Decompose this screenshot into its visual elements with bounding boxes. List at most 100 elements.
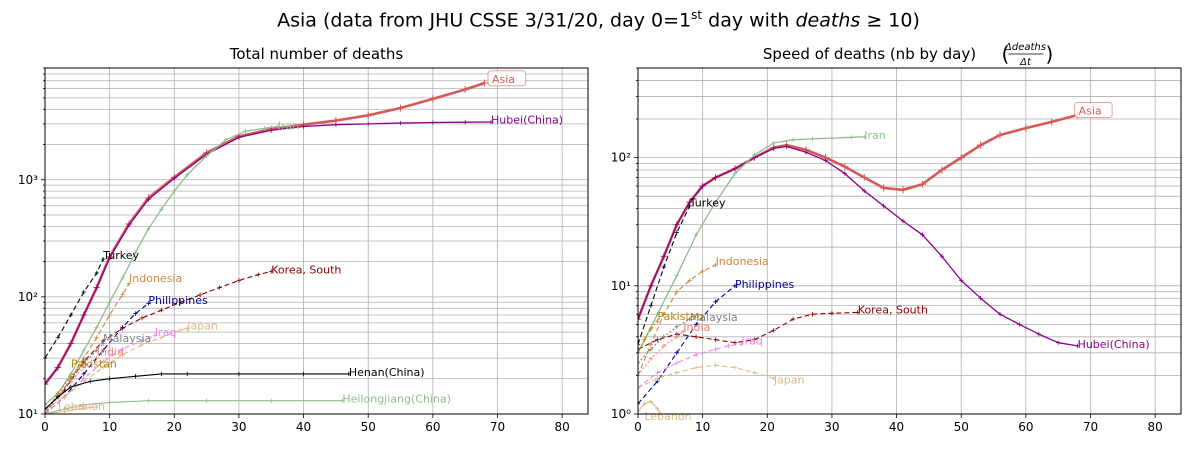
chart1-point-hubei-china	[674, 222, 679, 227]
chart1-point-lebanon	[642, 401, 647, 407]
chart1-point-hubei-china	[700, 183, 705, 189]
chart0-xtick-label: 10	[102, 420, 117, 434]
chart1-point-asia	[841, 163, 849, 171]
chart0-point-heilongjiang-china	[107, 400, 112, 405]
chart0-series	[45, 79, 494, 414]
chart0-point-henan-china	[301, 371, 306, 377]
chart1-point-iran	[790, 137, 796, 142]
chart0-point-korea-south	[139, 315, 145, 321]
chart0-point-henan-china	[185, 371, 190, 377]
chart0-point-hubei-china	[236, 135, 242, 140]
chart1-point-malaysia	[661, 334, 667, 340]
chart0-point-korea-south	[120, 326, 125, 331]
chart0-point-korea-south	[217, 285, 222, 290]
chart0-point-malaysia	[94, 348, 99, 353]
chart1-point-india	[648, 356, 654, 361]
chart1-point-hubei-china	[862, 188, 867, 194]
chart0-point-hubei-china	[398, 120, 403, 126]
chart0-point-henan-china	[133, 374, 138, 379]
chart0-point-henan-china	[88, 379, 93, 384]
chart1-point-turkey	[638, 342, 641, 347]
chart0-xtick-label: 60	[425, 420, 440, 434]
chart0-point-iran	[185, 172, 190, 178]
chart0-point-henan-china	[45, 406, 48, 412]
chart0-point-indonesia	[120, 292, 125, 297]
chart0-point-japan	[185, 326, 190, 331]
chart1-label-malaysia: Malaysia	[690, 311, 738, 324]
chart1-point-iran	[752, 152, 757, 158]
chart0-label-indonesia: Indonesia	[129, 272, 182, 285]
chart1-point-hubei-china	[687, 199, 692, 205]
chart0-point-iran	[94, 325, 99, 330]
chart1-point-asia	[1048, 118, 1056, 126]
chart1-point-hubei-china	[661, 254, 667, 259]
chart1-title-paren-open: (	[1002, 42, 1010, 66]
chart0-title: Total number of deaths	[229, 45, 404, 63]
chart0-point-heilongjiang-china	[204, 398, 209, 403]
chart1-point-hubei-china	[1055, 340, 1061, 345]
chart0-label-pakistan: Pakistan	[71, 357, 117, 370]
chart1-point-hubei-china	[959, 278, 964, 283]
chart1-point-malaysia	[674, 324, 679, 329]
chart0-xtick-label: 80	[555, 420, 570, 434]
chart1-xtick-label: 10	[695, 420, 710, 434]
chart1-point-korea-south	[752, 337, 757, 342]
chart0-label-iran: Iran	[278, 119, 300, 132]
chart0-point-japan	[62, 394, 67, 400]
chart1-point-asia	[918, 180, 926, 188]
chart0-point-iran	[81, 348, 86, 353]
chart1-point-hubei-china	[1017, 322, 1022, 327]
chart1-point-iran	[713, 199, 718, 205]
chart1-point-korea-south	[855, 310, 860, 315]
chart0-point-henan-china	[159, 371, 164, 377]
chart1-point-philippines	[693, 322, 699, 327]
chart1-ytick-label: 10⁰	[611, 407, 631, 421]
chart1-point-indonesia	[674, 289, 679, 294]
chart0-point-turkey	[94, 270, 99, 276]
chart1-point-turkey	[687, 203, 692, 209]
chart1-point-asia	[938, 166, 946, 174]
chart1-point-india	[661, 343, 667, 349]
chart0-point-hubei-china	[55, 365, 61, 370]
chart1-point-korea-south	[732, 340, 738, 345]
chart0-point-hubei-china	[430, 120, 436, 125]
chart1-line-pakistan	[638, 320, 658, 354]
chart1-point-pakistan	[638, 350, 641, 356]
chart0-point-iran	[204, 153, 209, 159]
chart1-point-korea-south	[638, 347, 641, 352]
chart0-point-hubei-china	[126, 222, 132, 228]
chart1-point-iran	[849, 135, 854, 140]
chart1-point-korea-south	[810, 312, 815, 317]
chart1-point-hubei-china	[997, 312, 1003, 317]
chart1-point-pakistan	[655, 318, 660, 324]
chart1-point-iran	[862, 134, 867, 140]
figure-title-mid: day with	[702, 9, 796, 32]
chart1-point-hubei-china	[978, 296, 983, 301]
chart0-label-philippines: Philippines	[148, 294, 208, 307]
chart0-xtick-label: 30	[231, 420, 246, 434]
chart1-point-iraq	[713, 347, 718, 352]
chart1-line-india	[638, 331, 684, 376]
chart0-label-henan-china: Henan(China)	[349, 366, 425, 379]
chart1-labels: Asia Hubei(China) Iran Turkey Indonesia Phili…	[644, 101, 1150, 423]
chart0-point-hubei-china	[81, 312, 86, 318]
chart1-point-malaysia	[638, 360, 641, 366]
chart0-point-korea-south	[197, 292, 203, 298]
chart0-point-turkey	[100, 256, 106, 262]
chart1-point-asia	[977, 141, 985, 149]
chart0-label-korea-south: Korea, South	[271, 263, 341, 276]
chart1-point-indonesia	[713, 262, 718, 268]
chart0-point-hubei-china	[146, 197, 151, 202]
chart1-point-asia	[638, 315, 642, 323]
chart0-point-philippines	[100, 348, 106, 353]
chart1-label-pakistan: Pakistan	[657, 310, 703, 323]
chart1-xtick-label: 0	[634, 420, 642, 434]
chart1-point-asia	[996, 131, 1004, 139]
chart1-point-iran	[674, 273, 679, 278]
chart0-point-malaysia	[81, 361, 86, 366]
chart0-point-iran	[223, 137, 229, 142]
chart1-label-box-asia	[1074, 101, 1113, 118]
chart1-point-iraq	[739, 342, 744, 347]
total-deaths-chart: Total number of deaths Asia Hubei(China) Ir…	[18, 45, 589, 434]
chart0-point-heilongjiang-china	[269, 398, 274, 403]
